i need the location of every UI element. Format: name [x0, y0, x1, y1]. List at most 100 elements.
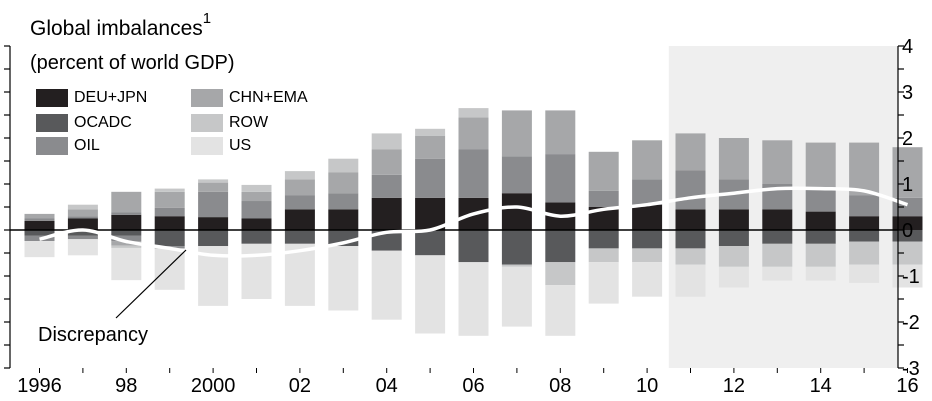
bar-segment	[111, 212, 142, 215]
bar-segment	[545, 285, 576, 336]
bar-segment	[501, 264, 532, 267]
bar-segment	[67, 239, 98, 256]
bar-segment	[198, 182, 229, 192]
x-tick-label: 10	[636, 375, 658, 397]
bar-segment	[762, 140, 793, 184]
bar-segment	[284, 195, 315, 210]
x-tick-label: 02	[289, 375, 311, 397]
bar-segment	[892, 264, 923, 288]
bar-segment	[111, 235, 142, 242]
bar-segment	[545, 110, 576, 155]
legend-label: DEU+JPN	[74, 89, 148, 106]
bar-segment	[849, 142, 880, 196]
bar-segment	[849, 230, 880, 242]
bar-segment	[24, 241, 55, 258]
bar-segment	[632, 262, 663, 297]
bar-segment	[67, 216, 98, 219]
y-tick-label: 4	[902, 36, 913, 58]
bar-segment	[284, 179, 315, 196]
x-tick-label: 04	[376, 375, 398, 397]
chart-subtitle: (percent of world GDP)	[30, 52, 235, 74]
bar-segment	[762, 266, 793, 281]
bar-segment	[284, 243, 315, 306]
bar-segment	[415, 128, 446, 136]
bar-segment	[588, 207, 619, 230]
chart-title: Global imbalances1	[30, 10, 212, 40]
x-tick-label: 2000	[191, 375, 236, 397]
bar-segment	[501, 156, 532, 194]
right-ticks: -3 -2 -1 0 1 2 3 4	[898, 36, 920, 380]
bar-segment	[284, 230, 315, 244]
bar-segment	[849, 195, 880, 217]
bar-segment	[111, 191, 142, 213]
bar-segment	[111, 247, 142, 281]
bar-segment	[892, 230, 923, 242]
discrepancy-pointer	[115, 249, 187, 319]
bar-segment	[632, 248, 663, 263]
x-tick-label: 06	[462, 375, 484, 397]
left-ticks	[4, 45, 10, 369]
bar-segment	[588, 230, 619, 249]
bar-segment	[458, 149, 489, 198]
x-tick-label: 16	[896, 375, 918, 397]
bar-segment	[849, 264, 880, 283]
bar-segment	[632, 230, 663, 249]
bar-segment	[501, 266, 532, 327]
legend-swatch	[36, 114, 68, 132]
bar-segment	[241, 201, 272, 219]
y-tick-label: -1	[902, 266, 920, 288]
bar-segment	[111, 241, 142, 246]
bar-segment	[718, 246, 749, 267]
discrepancy-label: Discrepancy	[38, 324, 149, 346]
bar-segment	[328, 193, 359, 210]
bar-segment	[198, 230, 229, 247]
bar-segment	[198, 191, 229, 218]
bar-segment	[762, 243, 793, 267]
bar-segment	[241, 243, 272, 299]
bar-segment	[198, 217, 229, 230]
legend-swatch	[191, 89, 223, 107]
bar-segment	[328, 158, 359, 173]
x-tick-label: 12	[723, 375, 745, 397]
bar-segment	[501, 110, 532, 157]
bar-segment	[718, 230, 749, 247]
x-tick-label: 1996	[17, 375, 62, 397]
bar-segment	[111, 245, 142, 248]
discrepancy-line	[39, 186, 909, 258]
bar-segment	[67, 209, 98, 217]
bar-segment	[588, 248, 619, 263]
bar-segment	[24, 220, 55, 230]
bar-segment	[892, 216, 923, 230]
x-tick-label: 14	[810, 375, 832, 397]
bar-segment	[328, 172, 359, 194]
bar-segment	[762, 209, 793, 230]
bar-segment	[588, 190, 619, 207]
bar-segment	[632, 140, 663, 180]
bar-segment	[892, 241, 923, 265]
bar-segment	[154, 191, 185, 208]
bar-segment	[241, 184, 272, 192]
bar-segment	[501, 230, 532, 265]
bar-segment	[154, 207, 185, 217]
bar-segment	[24, 218, 55, 221]
bar-segment	[849, 216, 880, 230]
bar-segment	[458, 262, 489, 336]
bar-segment	[805, 211, 836, 230]
bar-segment	[415, 255, 446, 334]
x-ticks: 1996 98 2000 02 04 06 08 10 12 14 16	[17, 368, 919, 397]
bar-segment	[545, 154, 576, 203]
bar-segment	[415, 158, 446, 198]
legend-swatch	[36, 137, 68, 155]
bar-segment	[328, 246, 359, 311]
bar-segment	[415, 135, 446, 159]
legend-swatch	[36, 89, 68, 107]
bar-segment	[371, 133, 402, 150]
y-tick-label: -3	[902, 358, 920, 380]
bar-segment	[718, 138, 749, 180]
bar-segment	[805, 188, 836, 212]
legend-label: ROW	[229, 114, 269, 131]
legend-swatch	[191, 114, 223, 132]
x-tick-label: 98	[115, 375, 137, 397]
y-tick-label: 1	[902, 174, 913, 196]
